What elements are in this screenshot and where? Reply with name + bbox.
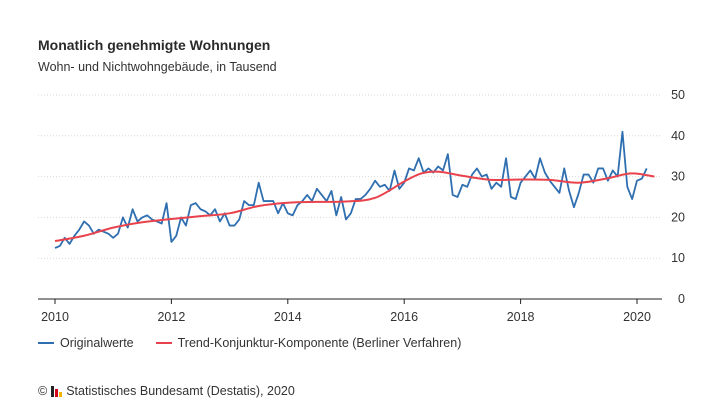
x-tick-label: 2018 bbox=[507, 310, 535, 324]
legend-item-trend: Trend-Konjunktur-Komponente (Berliner Ve… bbox=[155, 336, 462, 350]
legend-item-original: Originalwerte bbox=[38, 336, 134, 350]
legend-swatch-trend bbox=[155, 342, 172, 344]
y-tick-label: 20 bbox=[671, 210, 685, 224]
series-line-trend bbox=[54, 170, 655, 243]
y-tick-label: 0 bbox=[678, 292, 685, 306]
source-footer: © Statistisches Bundesamt (Destatis), 20… bbox=[38, 384, 295, 398]
legend-swatch-original bbox=[38, 342, 54, 344]
chart-subtitle: Wohn- und Nichtwohngebäude, in Tausend bbox=[38, 60, 277, 74]
y-tick-label: 30 bbox=[671, 170, 685, 184]
x-tick-label: 2014 bbox=[274, 310, 302, 324]
y-tick-label: 50 bbox=[671, 88, 685, 102]
y-tick-label: 40 bbox=[671, 129, 685, 143]
x-tick-label: 2012 bbox=[157, 310, 185, 324]
x-tick-label: 2016 bbox=[390, 310, 418, 324]
chart-title: Monatlich genehmigte Wohnungen bbox=[38, 37, 271, 53]
x-tick-label: 2010 bbox=[41, 310, 69, 324]
y-tick-label: 10 bbox=[671, 251, 685, 265]
source-text: Statistisches Bundesamt (Destatis), 2020 bbox=[66, 384, 295, 398]
x-tick-label: 2020 bbox=[623, 310, 651, 324]
legend-label-trend: Trend-Konjunktur-Komponente (Berliner Ve… bbox=[177, 336, 462, 350]
series-line-original bbox=[54, 130, 648, 249]
copyright-icon: © bbox=[38, 384, 48, 398]
legend-label-original: Originalwerte bbox=[60, 336, 134, 350]
chart-legend: Originalwerte Trend-Konjunktur-Komponent… bbox=[38, 336, 461, 350]
destatis-logo-icon bbox=[51, 385, 63, 397]
